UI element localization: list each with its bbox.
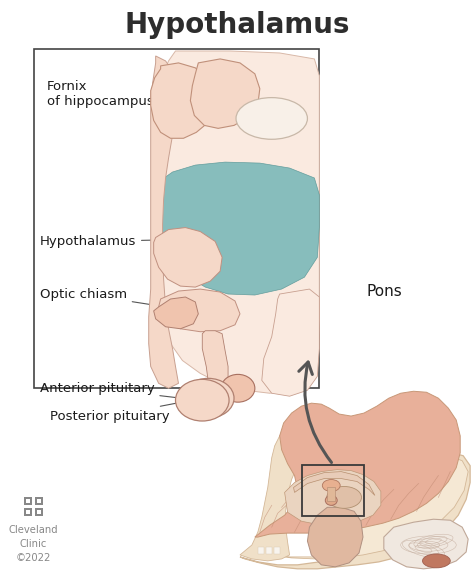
Text: Hypothalamus: Hypothalamus bbox=[40, 235, 182, 248]
Ellipse shape bbox=[175, 380, 229, 421]
Polygon shape bbox=[154, 228, 222, 287]
Text: Thalamus: Thalamus bbox=[235, 102, 300, 115]
Polygon shape bbox=[151, 63, 215, 139]
Polygon shape bbox=[255, 391, 460, 537]
Bar bbox=[24, 508, 32, 516]
Polygon shape bbox=[155, 162, 319, 295]
Bar bbox=[34, 49, 319, 388]
Bar bbox=[327, 488, 335, 501]
Text: GP: GP bbox=[443, 550, 458, 560]
Bar bbox=[36, 510, 41, 514]
Ellipse shape bbox=[236, 98, 308, 139]
Polygon shape bbox=[154, 297, 198, 329]
Ellipse shape bbox=[322, 480, 340, 492]
Bar bbox=[273, 547, 280, 554]
Ellipse shape bbox=[327, 486, 362, 508]
Text: Hypothalamus: Hypothalamus bbox=[124, 11, 350, 39]
Ellipse shape bbox=[422, 554, 450, 568]
Polygon shape bbox=[384, 519, 468, 569]
Polygon shape bbox=[240, 428, 301, 561]
Bar bbox=[24, 497, 32, 505]
Bar bbox=[26, 510, 30, 514]
Polygon shape bbox=[308, 507, 363, 567]
Polygon shape bbox=[159, 289, 240, 332]
Polygon shape bbox=[284, 470, 381, 525]
Text: Pons: Pons bbox=[367, 283, 403, 298]
Ellipse shape bbox=[182, 378, 234, 418]
Bar bbox=[35, 497, 43, 505]
Polygon shape bbox=[155, 51, 319, 393]
Text: Cleveland
Clinic
©2022: Cleveland Clinic ©2022 bbox=[9, 525, 58, 563]
Polygon shape bbox=[293, 472, 375, 496]
Ellipse shape bbox=[325, 496, 337, 505]
Polygon shape bbox=[202, 331, 228, 384]
Bar bbox=[35, 508, 43, 516]
Bar bbox=[258, 547, 264, 554]
Text: Fornix
of hippocampus: Fornix of hippocampus bbox=[46, 80, 186, 112]
FancyArrowPatch shape bbox=[299, 362, 331, 462]
Bar bbox=[302, 465, 364, 516]
Polygon shape bbox=[149, 56, 179, 388]
Bar bbox=[266, 547, 272, 554]
Text: Anterior pituitary: Anterior pituitary bbox=[40, 382, 196, 400]
Text: Optic chiasm: Optic chiasm bbox=[40, 288, 176, 308]
Bar bbox=[26, 499, 30, 503]
Bar bbox=[36, 499, 41, 503]
Polygon shape bbox=[191, 59, 260, 128]
Polygon shape bbox=[262, 289, 319, 396]
Polygon shape bbox=[250, 456, 468, 559]
Ellipse shape bbox=[221, 374, 255, 402]
Text: Posterior pituitary: Posterior pituitary bbox=[49, 394, 225, 423]
Polygon shape bbox=[240, 452, 470, 569]
